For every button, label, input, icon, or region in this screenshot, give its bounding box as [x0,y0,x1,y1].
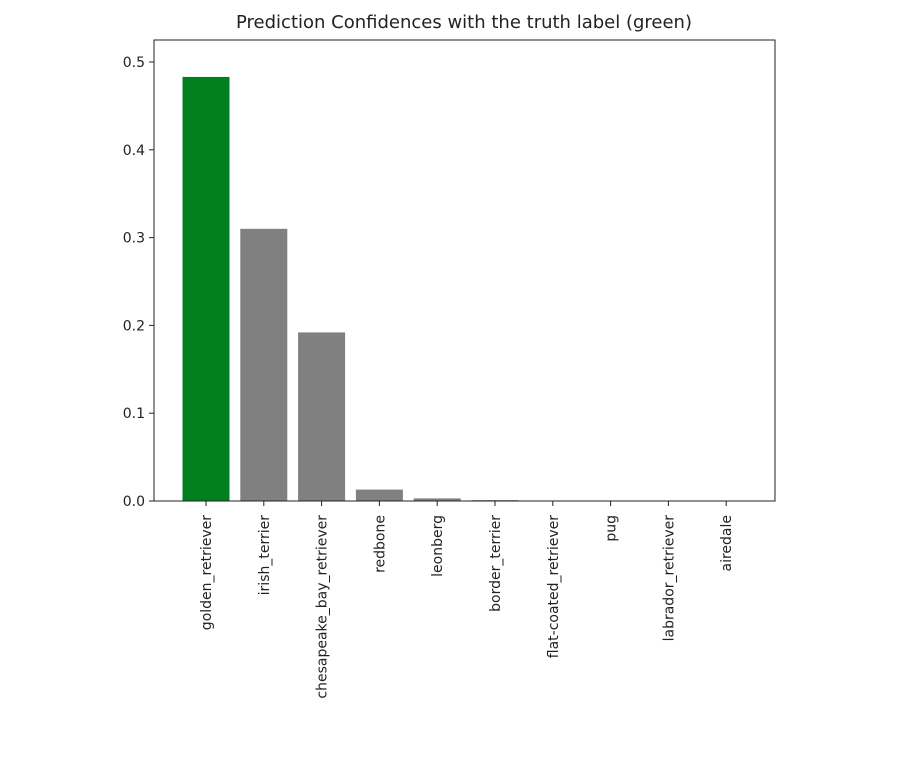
x-tick-label: leonberg [430,515,446,577]
y-tick-label: 0.4 [123,143,145,159]
x-tick-label: flat-coated_retriever [546,515,562,658]
x-tick-label: pug [604,515,620,542]
bar-redbone [355,489,403,501]
x-tick-label: border_terrier [488,515,504,612]
bar-irish_terrier [240,228,288,501]
y-tick-label: 0.2 [123,318,145,334]
y-tick-label: 0.3 [123,231,145,247]
y-tick-label: 0.0 [123,494,145,510]
x-tick-label: chesapeake_bay_retriever [315,515,331,699]
y-tick-label: 0.5 [123,55,145,71]
chart-title: Prediction Confidences with the truth la… [236,12,692,33]
plot-area: 0.0 0.1 0.2 0.3 0.4 0.5 golden_retriever irish_… [123,39,776,699]
x-tick-label: airedale [719,515,735,572]
x-tick-label: golden_retriever [199,515,215,630]
plot-frame [153,39,776,502]
bar-leonberg [413,498,461,501]
bar-chesapeake_bay_retriever [298,332,346,501]
bar-golden_retriever [182,76,230,502]
x-tick-label: redbone [372,515,388,573]
y-tick-label: 0.1 [123,406,145,422]
x-tick-label: irish_terrier [257,515,273,596]
x-tick-label: labrador_retriever [661,515,677,642]
